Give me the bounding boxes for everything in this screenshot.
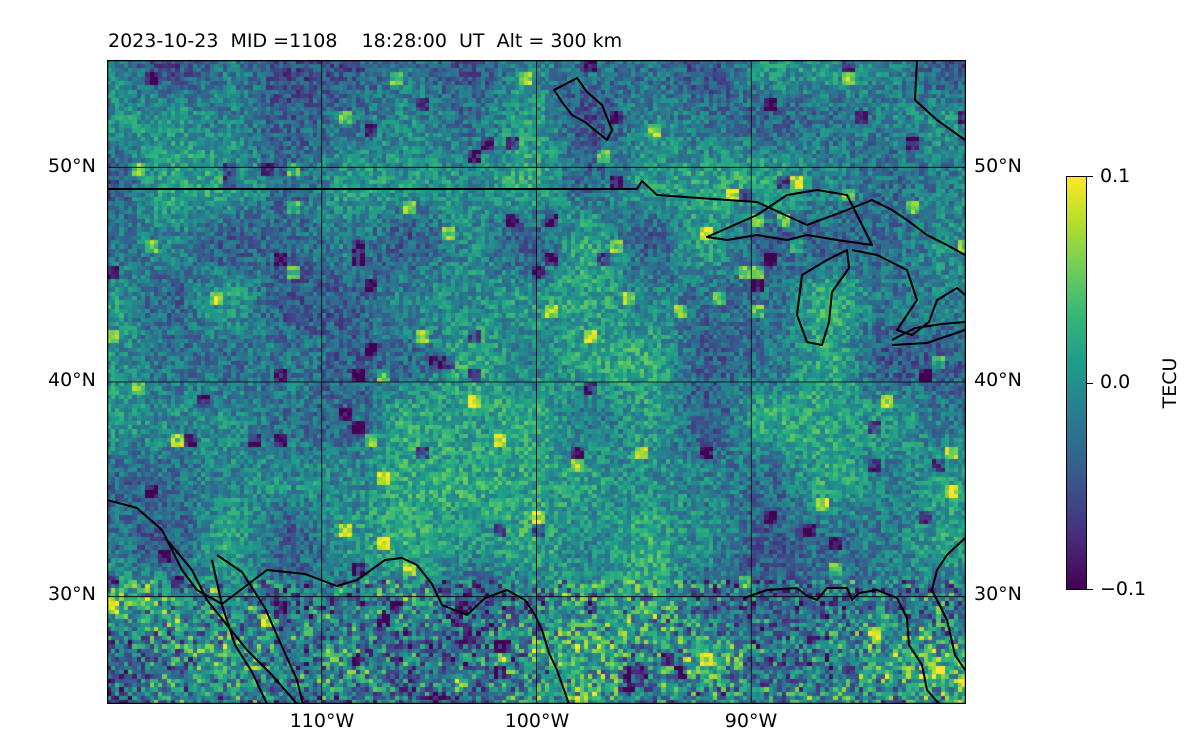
colorbar-tick-top xyxy=(1087,176,1093,177)
map-overlay xyxy=(107,60,966,704)
colorbar-tick-bottom xyxy=(1087,589,1093,590)
us-mexico-border xyxy=(107,499,570,704)
lon-label-90w: 90°W xyxy=(724,710,778,732)
lake-huron-erie xyxy=(851,249,966,336)
coastlines xyxy=(107,60,966,704)
lat-label-right-40: 40°N xyxy=(974,369,1022,391)
border-us-canada xyxy=(107,180,966,256)
baja-california xyxy=(211,554,304,704)
colorbar xyxy=(1066,176,1087,590)
lake-erie-ontario xyxy=(891,321,966,346)
map-title: 2023-10-23 MID =1108 18:28:00 UT Alt = 3… xyxy=(108,30,623,52)
graticule xyxy=(107,60,966,704)
lat-label-left-40: 40°N xyxy=(48,369,96,391)
florida xyxy=(931,537,966,671)
mexico-pacific-coast xyxy=(166,539,298,704)
lon-label-110w: 110°W xyxy=(289,710,355,732)
lat-label-right-50: 50°N xyxy=(974,155,1022,177)
lake-michigan xyxy=(796,249,850,346)
lake-superior xyxy=(706,189,873,246)
lat-label-left-30: 30°N xyxy=(48,583,96,605)
lon-label-100w: 100°W xyxy=(504,710,570,732)
tec-map[interactable] xyxy=(107,60,966,704)
lat-label-right-30: 30°N xyxy=(974,583,1022,605)
hudson-bay-edge xyxy=(914,60,966,141)
map-frame xyxy=(107,60,966,704)
gulf-coast xyxy=(743,587,940,704)
island-lake-nipigon xyxy=(553,77,613,141)
colorbar-title: TECU xyxy=(1159,357,1181,409)
colorbar-label-max: 0.1 xyxy=(1100,165,1131,187)
lat-label-left-50: 50°N xyxy=(48,155,96,177)
colorbar-label-min: −0.1 xyxy=(1100,578,1147,600)
colorbar-label-zero: 0.0 xyxy=(1100,371,1131,393)
colorbar-tick-mid xyxy=(1087,383,1093,384)
